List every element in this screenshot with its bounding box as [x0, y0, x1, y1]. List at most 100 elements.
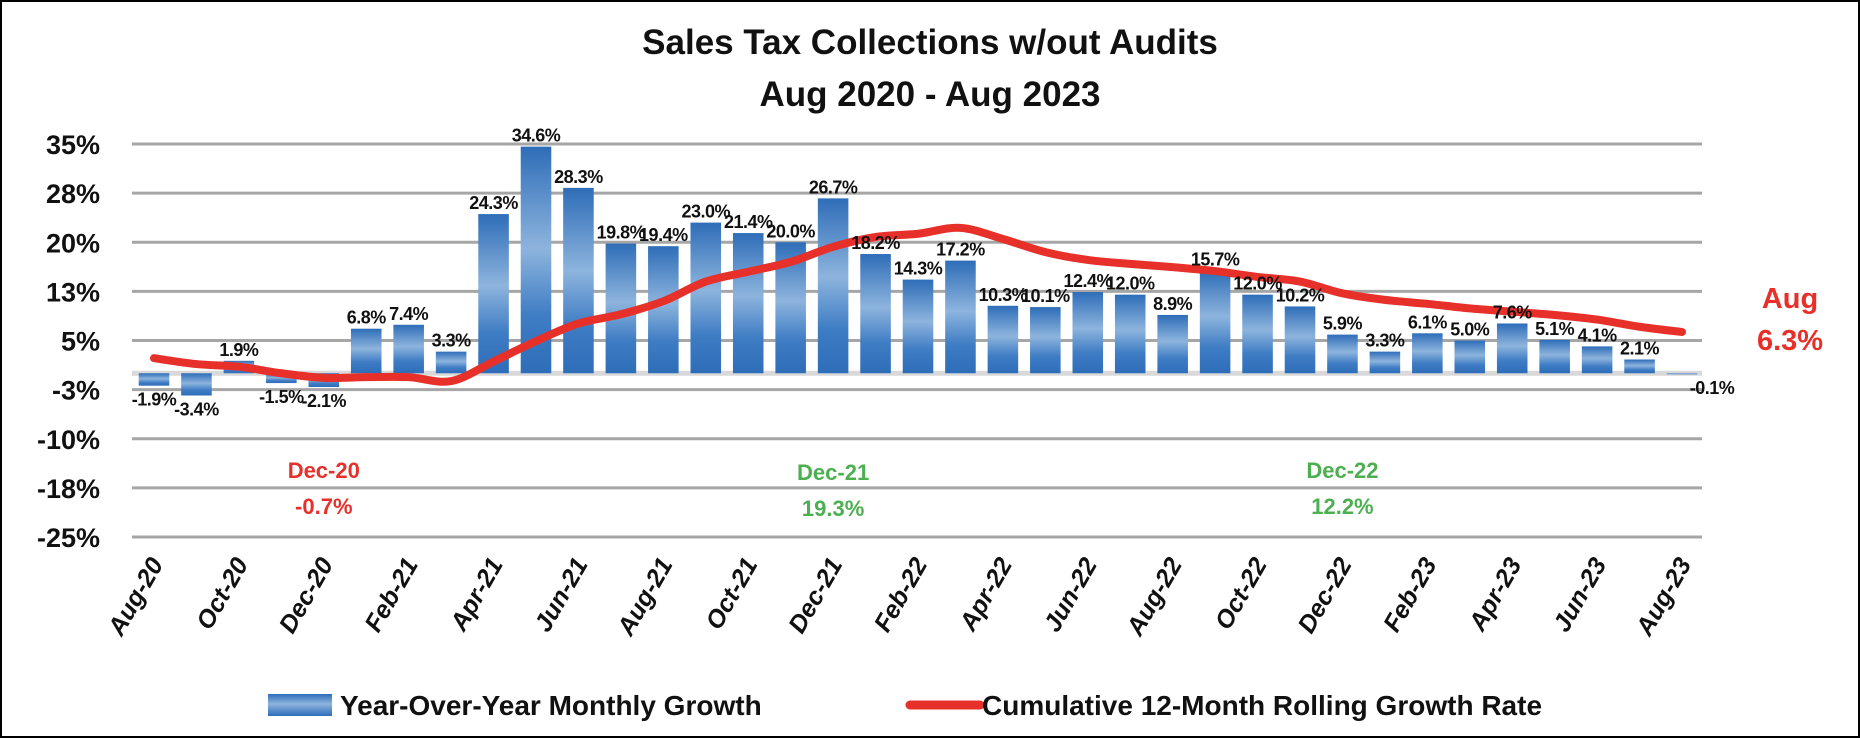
chart-title: Sales Tax Collections w/out Audits	[642, 23, 1218, 62]
annotation-value: 12.2%	[1311, 494, 1373, 519]
bar-Oct-21	[732, 233, 764, 374]
data-label-Jul-21: 19.8%	[597, 223, 646, 243]
bar-Nov-22	[1284, 306, 1316, 374]
x-tick-label: Aug-21	[611, 553, 678, 641]
x-tick-label: Apr-23	[1463, 553, 1527, 637]
x-tick-label: Aug-20	[102, 553, 169, 641]
data-label-Dec-20: -2.1%	[302, 391, 347, 411]
data-label-Aug-21: 19.4%	[639, 225, 688, 245]
data-label-May-23: 5.1%	[1535, 319, 1575, 339]
bar-Jan-21	[350, 328, 382, 374]
x-tick-label: Dec-20	[274, 553, 339, 638]
data-label-Jul-23: 2.1%	[1620, 338, 1660, 358]
annotation-value: -0.7%	[295, 494, 352, 519]
data-label-Sep-22: 15.7%	[1191, 249, 1240, 269]
data-label-Nov-22: 10.2%	[1276, 285, 1325, 305]
bar-Jan-23	[1369, 351, 1401, 374]
bar-Jul-22	[1114, 294, 1146, 374]
annotation-label: Aug	[1762, 283, 1818, 315]
x-tick-label: Apr-21	[444, 553, 508, 636]
data-label-Sep-20: -3.4%	[174, 400, 219, 420]
data-label-Feb-23: 6.1%	[1408, 312, 1448, 332]
y-tick-label: 13%	[46, 277, 100, 307]
x-tick-label: Jun-22	[1038, 553, 1103, 637]
y-tick-label: 20%	[46, 228, 100, 258]
bar-Feb-22	[902, 279, 934, 374]
x-tick-label: Feb-23	[1378, 553, 1443, 637]
data-label-Jan-22: 18.2%	[851, 233, 900, 253]
data-label-May-21: 34.6%	[512, 126, 561, 146]
x-tick-label: Jun-21	[529, 553, 594, 637]
x-tick-label: Aug-23	[1630, 553, 1697, 641]
bar-Mar-22	[945, 260, 976, 374]
annotation-label: Dec-22	[1306, 458, 1378, 483]
data-label-Jun-21: 28.3%	[554, 167, 603, 187]
x-tick-label: Dec-22	[1292, 553, 1357, 638]
bar-Aug-21	[648, 246, 679, 374]
legend-line-label: Cumulative 12-Month Rolling Growth Rate	[982, 690, 1542, 721]
y-tick-label: -3%	[52, 376, 100, 406]
bar-Dec-22	[1327, 334, 1358, 374]
x-tick-label: Aug-22	[1121, 553, 1188, 641]
data-label-Jan-21: 6.8%	[347, 308, 387, 328]
data-label-Dec-22: 5.9%	[1323, 314, 1363, 334]
data-label-Apr-21: 24.3%	[469, 193, 518, 213]
x-tick-label: Oct-20	[191, 553, 254, 634]
data-label-Jun-23: 4.1%	[1578, 325, 1618, 345]
bar-Apr-23	[1496, 323, 1528, 374]
legend: Year-Over-Year Monthly Growth Cumulative…	[268, 690, 1542, 721]
bar-Jun-21	[563, 187, 594, 374]
data-label-Aug-23: -0.1%	[1690, 378, 1735, 398]
bar-Jun-22	[1072, 292, 1104, 374]
x-axis: Aug-20 Oct-20 Dec-20 Feb-21 Apr-21 Jun-21 Aug-…	[102, 553, 1697, 641]
data-label-Nov-20: -1.5%	[259, 387, 304, 407]
data-label-Apr-22: 10.3%	[979, 285, 1028, 305]
legend-bar-label: Year-Over-Year Monthly Growth	[340, 690, 762, 721]
data-label-Sep-21: 23.0%	[682, 202, 731, 222]
bar-Mar-23	[1454, 340, 1486, 374]
data-label-Mar-22: 17.2%	[936, 240, 985, 260]
bar-Apr-22	[987, 305, 1019, 374]
y-tick-label: 28%	[46, 179, 100, 209]
bar-Nov-20	[266, 373, 297, 384]
bar-Jul-23	[1624, 359, 1655, 374]
bar-May-23	[1539, 339, 1570, 374]
bar-Feb-21	[393, 324, 424, 374]
legend-bar-swatch	[268, 694, 332, 716]
line-series	[150, 223, 1686, 386]
bar-Oct-22	[1242, 294, 1273, 374]
data-label-Nov-21: 20.0%	[766, 221, 815, 241]
y-tick-label: 35%	[46, 130, 100, 160]
bar-Jun-23	[1581, 346, 1613, 374]
bar-Feb-23	[1412, 333, 1443, 374]
data-label-Feb-21: 7.4%	[389, 304, 429, 324]
bar-Dec-21	[817, 198, 849, 374]
data-label-Jun-22: 12.4%	[1064, 271, 1113, 291]
x-tick-label: Feb-21	[359, 553, 424, 637]
bar-Aug-23	[1666, 373, 1698, 375]
annotation-value: 6.3%	[1757, 325, 1823, 357]
bar-Sep-21	[690, 222, 722, 374]
x-tick-label: Oct-22	[1210, 553, 1273, 634]
data-label-Jul-22: 12.0%	[1106, 274, 1155, 294]
data-labels: -1.9%-3.4%1.9%-1.5%-2.1%6.8% 7.4%3.3%24.3…	[132, 126, 1736, 420]
annotation-label: Dec-20	[288, 458, 360, 483]
bar-Sep-20	[181, 373, 212, 396]
x-tick-label: Oct-21	[700, 553, 763, 634]
x-tick-label: Dec-21	[783, 553, 848, 638]
x-tick-label: Jun-23	[1548, 553, 1613, 637]
bar-Apr-21	[478, 214, 509, 374]
chart-subtitle: Aug 2020 - Aug 2023	[759, 75, 1100, 114]
data-label-Oct-22: 12.0%	[1233, 274, 1282, 294]
data-label-Aug-22: 8.9%	[1153, 294, 1193, 314]
data-label-Oct-21: 21.4%	[724, 212, 773, 232]
data-label-Mar-23: 5.0%	[1450, 320, 1490, 340]
data-label-Jan-23: 3.3%	[1365, 331, 1405, 351]
y-tick-label: -25%	[37, 523, 100, 553]
y-tick-label: -10%	[37, 425, 100, 455]
data-label-Mar-21: 3.3%	[432, 331, 472, 351]
bar-May-22	[1030, 307, 1061, 374]
bar-Sep-22	[1199, 270, 1231, 374]
bar-Aug-22	[1157, 314, 1188, 374]
